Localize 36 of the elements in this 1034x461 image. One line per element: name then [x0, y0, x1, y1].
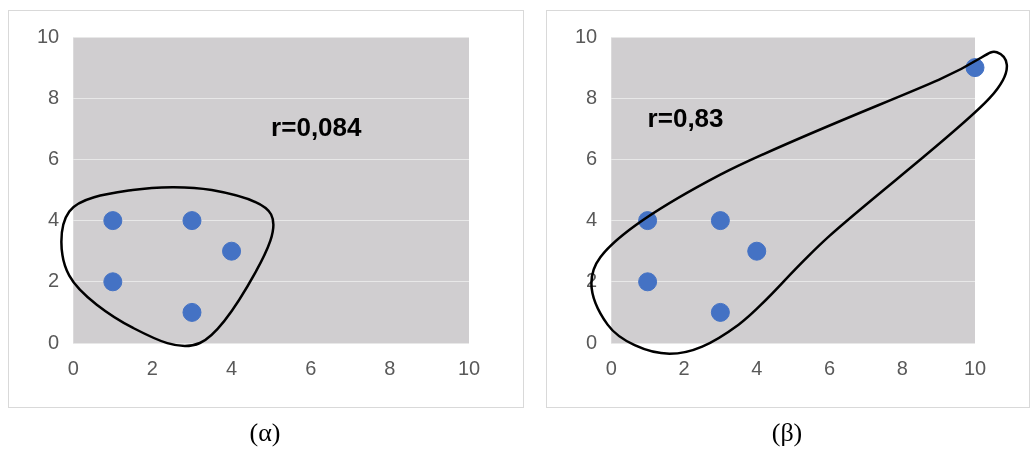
annotation: r=0,83	[647, 102, 724, 133]
x-tick-label: 4	[751, 356, 763, 379]
x-tick-label: 0	[605, 356, 617, 379]
x-tick-label: 4	[225, 356, 238, 379]
point	[222, 241, 242, 261]
y-tick-label: 8	[586, 85, 598, 108]
x-tick-label: 10	[963, 356, 987, 379]
text: (α)	[248, 418, 282, 448]
point	[638, 272, 658, 292]
y-tick-label: 4	[586, 208, 598, 231]
x-tick-label: 2	[146, 356, 158, 379]
point	[182, 302, 202, 322]
x-tick-label: 10	[457, 356, 481, 379]
y-tick-label: 2	[48, 269, 60, 292]
x-tick-label: 6	[823, 356, 836, 379]
y-tick-label: 10	[575, 24, 598, 47]
y-tick-label: 0	[586, 330, 598, 353]
point	[710, 211, 730, 231]
point	[103, 272, 123, 292]
point	[103, 211, 123, 231]
point	[710, 302, 730, 322]
x-tick-label: 6	[305, 356, 317, 379]
text: (β)	[770, 418, 804, 448]
annotation: r=0,084	[271, 111, 363, 142]
x-tick-label: 8	[384, 356, 396, 379]
y-tick-label: 0	[48, 330, 60, 353]
y-tick-label: 6	[48, 146, 60, 169]
y-tick-label: 10	[37, 24, 60, 47]
x-tick-label: 2	[678, 356, 690, 379]
point	[747, 241, 767, 261]
y-tick-label: 6	[586, 146, 598, 169]
x-tick-label: 8	[896, 356, 908, 379]
y-tick-label: 8	[48, 85, 60, 108]
y-tick-label: 4	[48, 208, 60, 231]
x-tick-label: 0	[67, 356, 79, 379]
point	[182, 211, 202, 231]
